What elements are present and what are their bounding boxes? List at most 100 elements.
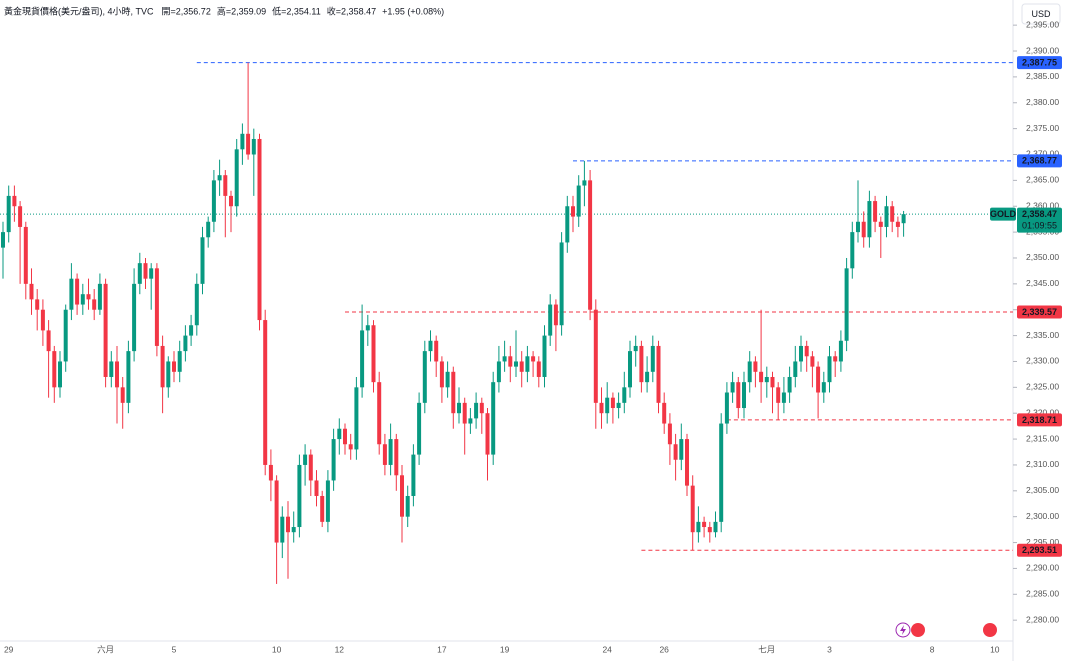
candle-body xyxy=(211,180,216,222)
candle-body xyxy=(166,361,171,388)
candle-body xyxy=(160,345,165,388)
candle-body xyxy=(132,283,137,352)
candle-body xyxy=(297,464,302,528)
candle-body xyxy=(588,180,593,310)
candle-body xyxy=(337,428,342,440)
candle-body xyxy=(434,340,439,362)
x-tick-label: 5 xyxy=(172,644,177,654)
candle-body xyxy=(428,340,433,352)
countdown: 01:09:55 xyxy=(1022,221,1057,231)
last-label-bg xyxy=(1017,207,1062,233)
y-tick-label: 2,290.00 xyxy=(1026,563,1059,573)
x-tick-label: 17 xyxy=(437,644,447,654)
candle-body xyxy=(308,454,313,481)
candle-body xyxy=(742,382,746,409)
level-label-bg xyxy=(1017,154,1062,168)
candle-body xyxy=(58,361,62,388)
candle-body xyxy=(804,345,809,357)
y-tick-label: 2,310.00 xyxy=(1026,459,1059,469)
event-icons xyxy=(895,622,997,638)
currency[interactable]: USD xyxy=(1031,9,1051,19)
y-tick-label: 2,295.00 xyxy=(1026,537,1059,547)
candle-body xyxy=(593,309,598,403)
level-label-bg xyxy=(1017,305,1062,319)
candle-body xyxy=(400,475,404,517)
y-tick-label: 2,360.00 xyxy=(1026,200,1059,210)
candle-body xyxy=(172,361,176,372)
candle-body xyxy=(18,206,23,227)
candle-body xyxy=(485,413,490,455)
candle-body xyxy=(149,268,154,279)
candle-body xyxy=(63,309,68,362)
candle-body xyxy=(314,480,319,496)
candle-body xyxy=(884,206,889,227)
candle-body xyxy=(29,283,34,300)
event-icon[interactable] xyxy=(911,623,925,637)
candle-body xyxy=(508,356,513,367)
candle-body xyxy=(628,351,632,388)
candle-body xyxy=(439,361,444,388)
candle-body xyxy=(542,335,547,377)
candle-body xyxy=(890,206,895,222)
candle-body xyxy=(759,371,764,383)
candle-body xyxy=(291,527,296,533)
candle-body xyxy=(787,376,792,393)
candle-body xyxy=(6,195,11,233)
candle-body xyxy=(69,278,74,310)
currency-button[interactable] xyxy=(1021,3,1061,25)
candle-body xyxy=(650,345,655,372)
candle-body xyxy=(616,402,621,409)
candle-body xyxy=(234,149,239,207)
event-icon[interactable] xyxy=(983,623,997,637)
x-tick-label: 26 xyxy=(659,644,669,654)
candle-body xyxy=(679,439,684,460)
y-tick-label: 2,325.00 xyxy=(1026,382,1059,392)
candle-body xyxy=(80,294,85,305)
candle-body xyxy=(605,397,610,414)
candle-body xyxy=(867,201,872,238)
candle-body xyxy=(46,330,51,352)
last-label: 2,358.47 xyxy=(1022,209,1057,219)
candle-body xyxy=(417,402,422,455)
candle-body xyxy=(177,351,182,372)
candle-body xyxy=(251,138,256,155)
candle-body xyxy=(12,195,17,207)
candle-body xyxy=(770,376,775,388)
candle-body xyxy=(451,371,456,414)
candle-body xyxy=(901,214,906,224)
candle-body xyxy=(394,439,399,476)
candle-body xyxy=(257,138,262,321)
candle-body xyxy=(690,485,695,533)
candle-body xyxy=(571,206,575,217)
candle-body xyxy=(280,516,285,543)
candle-body xyxy=(491,382,496,455)
legend-key: 高 xyxy=(217,5,226,16)
candle-body xyxy=(194,283,199,326)
x-tick-label: 24 xyxy=(602,644,612,654)
candle-body xyxy=(200,237,205,284)
candle-body xyxy=(274,480,279,543)
candle-body xyxy=(582,180,587,186)
chart-title: 黃金現貨價格(美元/盎司), 4小時, TVC xyxy=(4,5,154,16)
legend-key: 開 xyxy=(162,6,171,16)
candle-body xyxy=(206,221,211,238)
level-label-bg xyxy=(1017,413,1062,427)
candle-body xyxy=(730,382,735,393)
y-tick-label: 2,280.00 xyxy=(1026,614,1059,624)
candle-body xyxy=(833,356,838,362)
x-tick-label: 七月 xyxy=(758,644,775,654)
candle-body xyxy=(92,299,97,310)
y-tick-label: 2,305.00 xyxy=(1026,485,1059,495)
candle-body xyxy=(514,361,518,367)
candle-body xyxy=(103,283,108,377)
candle-body xyxy=(736,382,741,409)
candle-body xyxy=(525,356,530,372)
candle-body xyxy=(667,423,672,445)
candle-body xyxy=(445,371,450,388)
y-tick-label: 2,285.00 xyxy=(1026,589,1059,599)
candle-body xyxy=(565,206,570,243)
candle-body xyxy=(217,175,222,181)
candle-body xyxy=(610,397,615,409)
candle-body xyxy=(23,226,28,284)
